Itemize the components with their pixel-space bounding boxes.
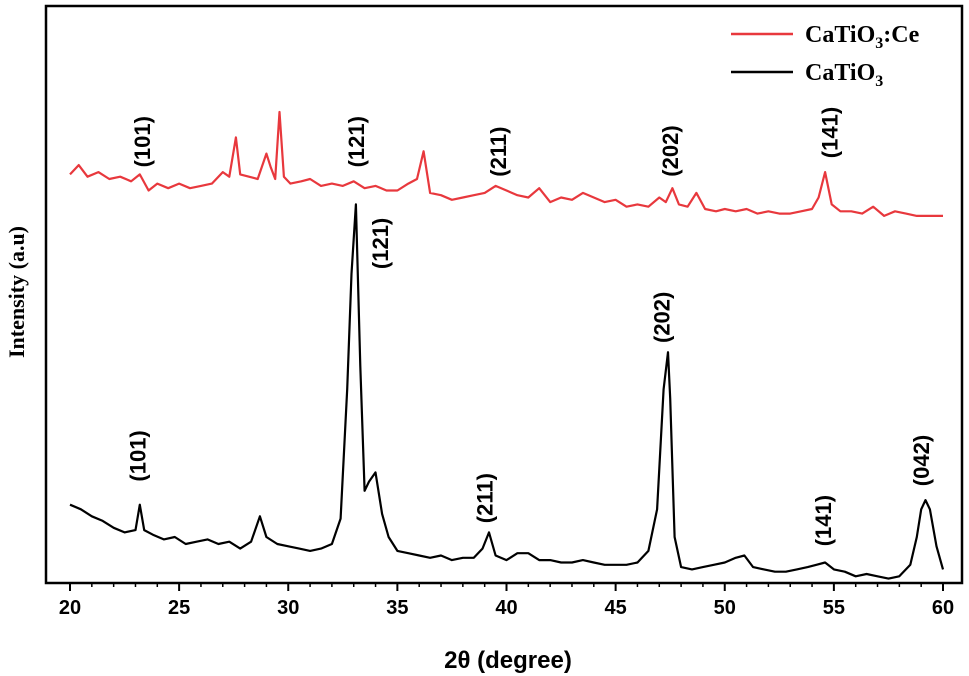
peak-label-catio3-ce: (141) [818, 107, 843, 158]
peak-label-catio3: (042) [909, 435, 934, 486]
peak-label-catio3: (101) [126, 430, 151, 481]
peak-label-catio3-ce: (211) [486, 127, 511, 177]
legend: CaTiO3:Ce CaTiO3 [731, 22, 920, 90]
peak-label-catio3: (211) [473, 473, 498, 523]
peak-label-catio3: (141) [811, 495, 836, 546]
x-tick-label: 20 [59, 597, 81, 619]
peak-labels: (101) (121) (211) (202) (141) (101) (121) (211)… [126, 107, 935, 546]
x-tick-label: 60 [932, 597, 954, 619]
x-axis-ticks: 20 25 30 35 40 45 50 55 60 [59, 583, 954, 619]
plot-border [44, 4, 964, 585]
plot-frame [44, 4, 964, 585]
peak-label-catio3-ce: (202) [658, 125, 683, 176]
series-line-catio3-ce [69, 110, 943, 217]
peak-label-catio3-ce: (101) [130, 116, 155, 167]
x-tick-label: 25 [168, 597, 190, 619]
peak-label-catio3: (121) [368, 218, 393, 269]
legend-label: CaTiO3 [805, 60, 883, 90]
y-axis-title: Intensity (a.u) [4, 226, 29, 358]
x-tick-label: 55 [823, 597, 845, 619]
x-axis-title: 2θ (degree) [444, 647, 572, 674]
legend-label: CaTiO3:Ce [805, 22, 920, 52]
x-tick-label: 30 [277, 597, 299, 619]
x-tick-label: 40 [495, 597, 517, 619]
series-line-catio3 [69, 203, 945, 580]
peak-label-catio3: (202) [650, 292, 675, 343]
x-tick-label: 35 [386, 597, 408, 619]
x-tick-label: 50 [714, 597, 736, 619]
peak-label-catio3-ce: (121) [344, 116, 369, 167]
series-layer [69, 110, 945, 580]
x-tick-label: 45 [605, 597, 627, 619]
